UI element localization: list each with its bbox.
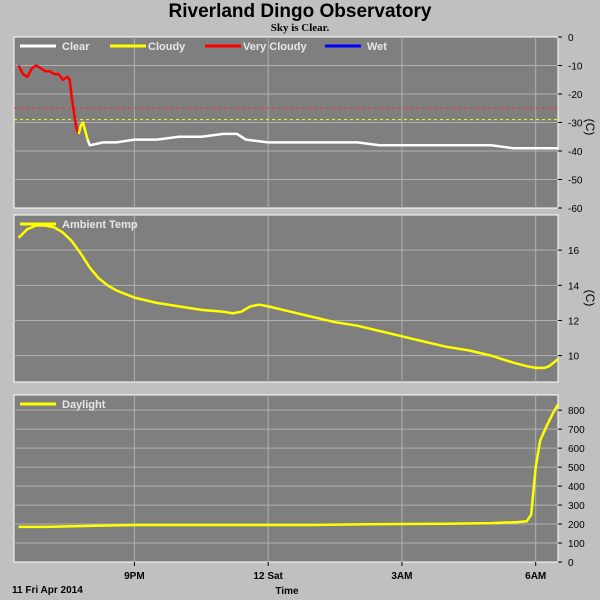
page-subtitle: Sky is Clear. [270,22,330,34]
y-tick-label: 0 [568,33,574,44]
series-line-daylight [18,403,560,529]
legend-entry: Clear [62,41,90,53]
panel-ambient: 10 12 14 16 (C) Ambient Temp [13,214,597,383]
y-tick-label: -10 [568,62,583,73]
y-tick-label: -20 [568,90,583,101]
y-tick-label: 600 [568,444,585,455]
y-axis-label: (C) [583,290,597,307]
panel-background [13,214,559,383]
legend-entry: Ambient Temp [62,219,138,231]
panel-background [13,394,559,563]
y-tick-label: 500 [568,463,585,474]
y-tick-label: -40 [568,147,583,158]
y-tick-label: 14 [568,281,580,292]
y-tick-label: 300 [568,501,585,512]
y-tick-label: 200 [568,520,585,531]
x-tick-label: 9PM [124,571,145,582]
series-line-clear [86,132,558,150]
y-tick-label: 10 [568,352,580,363]
y-tick-label: 400 [568,482,585,493]
y-tick-label: -50 [568,176,583,187]
y-tick-label: -60 [568,204,583,215]
series-line-ambient-temp [17,224,559,370]
y-tick-label: -30 [568,119,583,130]
legend-entry: Daylight [62,399,106,411]
panel-daylight: 0 100 200 300 400 500 600 700 800 Daylight [13,394,585,569]
y-axis-label: (C) [583,119,597,136]
panel-sky: 0 -10 -20 -30 -40 -50 -60 (C) Clear Cloudy Very Cl… [13,33,597,215]
date-label: 11 Fri Apr 2014 [12,585,83,596]
legend-entry: Wet [367,41,387,53]
series-line-cloudy [77,121,89,140]
legend-entry: Cloudy [148,41,186,53]
legend-entry: Very Cloudy [243,41,307,53]
y-tick-label: 800 [568,406,585,417]
x-axis-label: Time [275,586,299,597]
y-tick-label: 12 [568,316,580,327]
x-tick-label: 3AM [391,571,412,582]
x-tick-label: 6AM [525,571,546,582]
y-tick-label: 16 [568,246,580,257]
series-line-very-cloudy [17,64,80,135]
page-title: Riverland Dingo Observatory [168,1,432,22]
x-tick-label: 12 Sat [253,571,283,582]
y-tick-label: 0 [568,558,574,569]
y-tick-label: 700 [568,425,585,436]
y-tick-label: 100 [568,539,585,550]
